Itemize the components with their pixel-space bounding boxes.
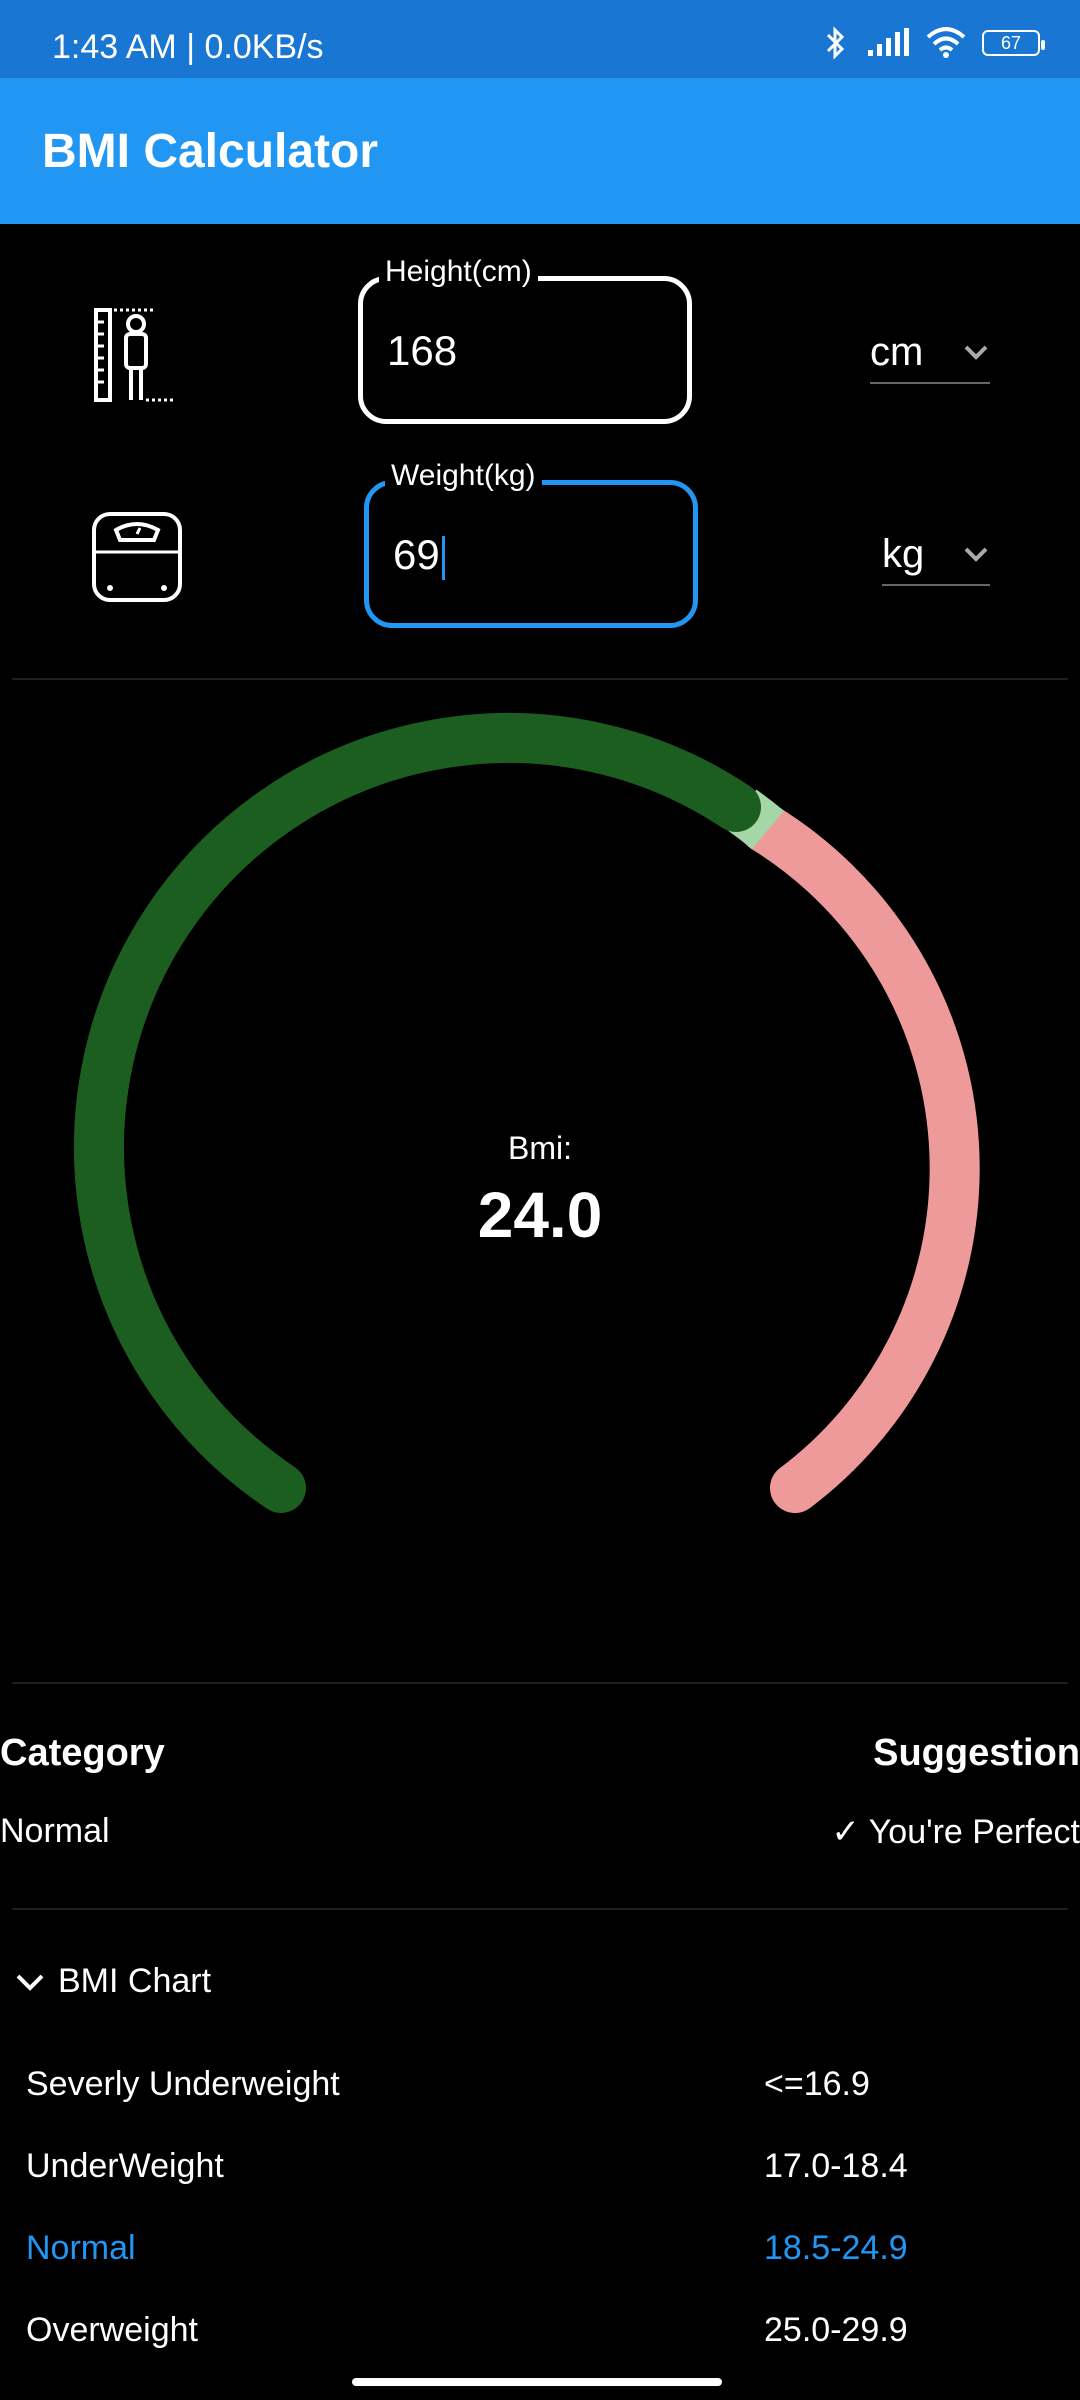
bmi-value: 24.0	[477, 1179, 603, 1251]
wifi-icon	[926, 27, 966, 58]
divider	[12, 1908, 1068, 1910]
bmi-chart-row-range: 17.0-18.4	[764, 2147, 908, 2185]
height-measure-icon	[94, 308, 176, 402]
height-input-value: 168	[387, 327, 458, 374]
status-icons: 67	[820, 26, 1045, 60]
chevron-down-icon	[964, 345, 988, 360]
bmi-chart-row-range: 25.0-29.9	[764, 2311, 908, 2349]
weight-value-text: 69	[393, 531, 440, 578]
gauge-value-arc	[73, 713, 761, 1513]
weight-unit-value: kg	[882, 531, 925, 576]
bmi-label: Bmi:	[508, 1130, 572, 1166]
signal-icon	[868, 28, 909, 56]
gauge-over-arc	[740, 803, 980, 1513]
bluetooth-icon	[826, 26, 845, 60]
bmi-chart-row-name: UnderWeight	[26, 2147, 224, 2185]
suggestion-heading: Suggestion	[873, 1732, 1080, 1774]
divider	[12, 1682, 1068, 1684]
text-caret	[441, 535, 445, 580]
chevron-down-icon	[16, 1974, 44, 1991]
bmi-chart-row: Severly Underweight <=16.9	[26, 2065, 1056, 2125]
bmi-chart-row-name: Severly Underweight	[26, 2065, 340, 2103]
category-heading: Category	[0, 1732, 165, 1774]
status-bar: 1:43 AM | 0.0KB/s 67	[0, 0, 1080, 78]
battery-icon: 67	[982, 30, 1045, 56]
weight-input[interactable]: Weight(kg) 69	[364, 459, 698, 628]
weight-input-label: Weight(kg)	[385, 459, 542, 493]
weighing-scale-icon	[92, 512, 182, 602]
bmi-chart-label: BMI Chart	[58, 1962, 212, 2000]
divider	[12, 678, 1068, 680]
bmi-chart-toggle[interactable]: BMI Chart	[12, 1962, 211, 2001]
bmi-chart-row: Overweight 25.0-29.9	[26, 2311, 1056, 2371]
home-indicator[interactable]	[352, 2378, 722, 2386]
bmi-chart-row-range: 18.5-24.9	[764, 2229, 908, 2267]
height-input[interactable]: Height(cm) 168	[358, 255, 692, 424]
height-unit-value: cm	[870, 329, 924, 374]
battery-level: 67	[1000, 32, 1022, 53]
height-input-label: Height(cm)	[379, 255, 538, 289]
weight-unit-dropdown[interactable]: kg	[882, 524, 990, 586]
height-unit-dropdown[interactable]: cm	[870, 322, 990, 384]
weight-row: Weight(kg) 69 kg	[0, 459, 1080, 634]
bmi-chart-row: UnderWeight 17.0-18.4	[26, 2147, 1056, 2207]
bmi-chart-row-name: Normal	[26, 2229, 136, 2267]
bmi-chart-row-name: Overweight	[26, 2311, 198, 2349]
app-bar: BMI Calculator	[0, 78, 1080, 224]
weight-input-value: 69	[393, 531, 445, 580]
height-row: Height(cm) 168 cm	[0, 255, 1080, 430]
bmi-chart-row-range: <=16.9	[764, 2065, 870, 2103]
status-time: 1:43 AM | 0.0KB/s	[52, 28, 324, 66]
app-title: BMI Calculator	[42, 124, 379, 178]
bmi-gauge	[73, 713, 980, 1513]
bmi-chart-row-active: Normal 18.5-24.9	[26, 2229, 1056, 2289]
chevron-down-icon	[964, 547, 988, 562]
category-value: Normal	[0, 1812, 110, 1850]
suggestion-value: ✓ You're Perfect	[831, 1813, 1080, 1851]
